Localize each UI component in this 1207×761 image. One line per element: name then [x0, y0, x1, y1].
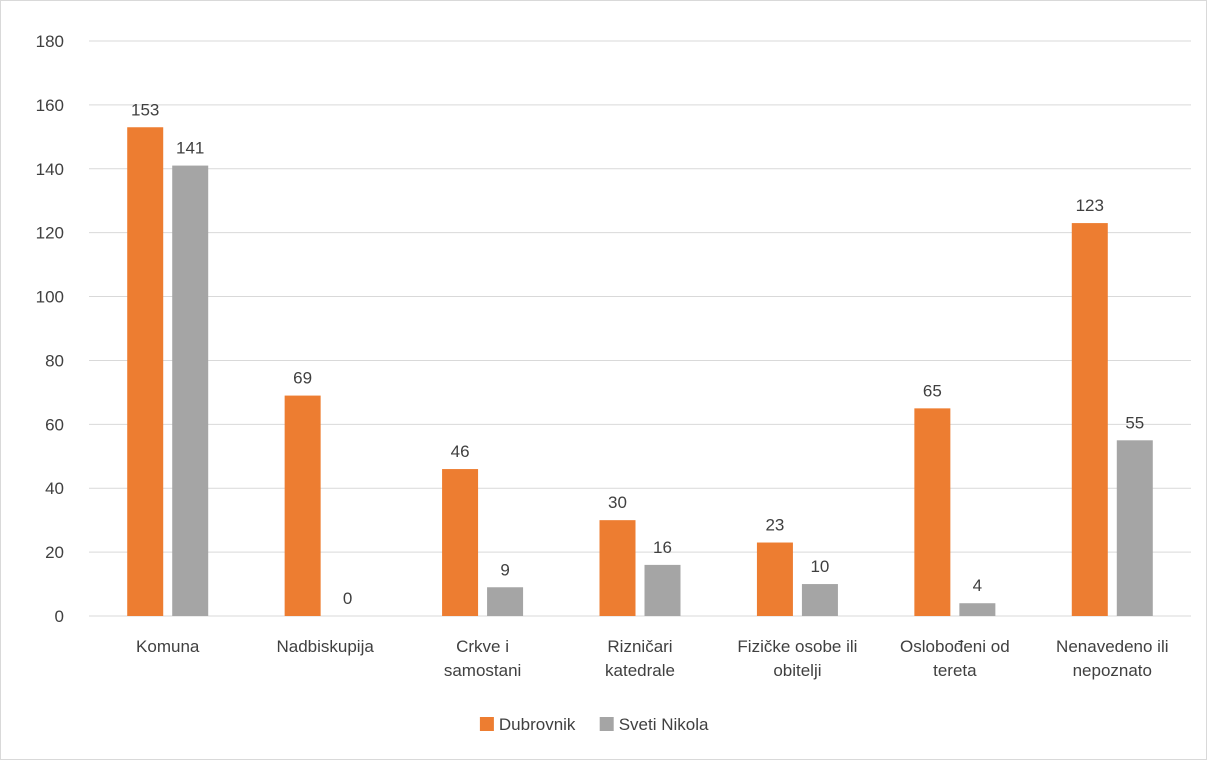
legend-swatch-sveti-nikola: [599, 717, 614, 731]
legend-label: Sveti Nikola: [619, 715, 709, 734]
data-label: 141: [176, 139, 204, 158]
legend-label: Dubrovnik: [499, 715, 576, 734]
data-label: 16: [653, 538, 672, 557]
data-label: 23: [765, 516, 784, 535]
x-category-label: Oslobođeni od: [900, 637, 1010, 656]
legend: Dubrovnik Sveti Nikola: [479, 715, 709, 734]
data-label: 55: [1125, 413, 1144, 432]
data-labels: 153 141 69 0 46 9 30 16 23 10 65 4 123 55: [131, 100, 1144, 608]
data-label: 9: [500, 560, 509, 579]
bar-dubrovnik: [127, 127, 164, 616]
x-category-label: Komuna: [136, 637, 200, 656]
y-tick-label: 180: [36, 32, 64, 51]
bar-sveti-nikola: [644, 564, 681, 616]
y-tick-label: 60: [45, 415, 64, 434]
y-tick-label: 20: [45, 543, 64, 562]
data-label: 0: [343, 589, 352, 608]
x-category-label: Fizičke osobe ili: [737, 637, 857, 656]
x-category-label: Rizničari: [607, 637, 672, 656]
x-category-label: nepoznato: [1073, 661, 1152, 680]
data-label: 4: [973, 576, 982, 595]
x-category-label: obitelji: [773, 661, 821, 680]
data-label: 123: [1076, 196, 1104, 215]
y-tick-label: 0: [55, 607, 64, 626]
bar-sveti-nikola: [1116, 440, 1153, 616]
y-tick-label: 160: [36, 96, 64, 115]
bar-dubrovnik: [442, 469, 479, 616]
bar-sveti-nikola: [959, 603, 996, 616]
y-tick-label: 120: [36, 224, 64, 243]
x-category-label: katedrale: [605, 661, 675, 680]
bar-sveti-nikola: [801, 584, 838, 616]
y-axis-ticks: 0 20 40 60 80 100 120 140 160 180: [36, 32, 64, 626]
bar-dubrovnik: [914, 408, 951, 616]
x-category-label: tereta: [933, 661, 977, 680]
x-category-label: Nenavedeno ili: [1056, 637, 1168, 656]
x-category-label: Crkve i: [456, 637, 509, 656]
data-label: 153: [131, 100, 159, 119]
x-category-label: samostani: [444, 661, 521, 680]
data-label: 65: [923, 381, 942, 400]
bar-dubrovnik: [284, 395, 321, 616]
y-tick-label: 80: [45, 351, 64, 370]
gridlines: [89, 40, 1191, 617]
legend-swatch-dubrovnik: [479, 717, 494, 731]
x-category-label: Nadbiskupija: [276, 637, 374, 656]
data-label: 69: [293, 369, 312, 388]
x-axis-categories: Komuna Nadbiskupija Crkve i samostani Riznič…: [136, 637, 1168, 680]
bar-sveti-nikola: [172, 165, 209, 617]
y-tick-label: 100: [36, 288, 64, 307]
y-tick-label: 40: [45, 479, 64, 498]
bar-dubrovnik: [756, 542, 793, 616]
bars: [127, 127, 1153, 617]
data-label: 30: [608, 493, 627, 512]
bar-sveti-nikola: [487, 587, 524, 616]
bar-dubrovnik: [1071, 223, 1108, 617]
data-label: 46: [451, 442, 470, 461]
bar-dubrovnik: [599, 520, 636, 616]
data-label: 10: [810, 557, 829, 576]
y-tick-label: 140: [36, 160, 64, 179]
